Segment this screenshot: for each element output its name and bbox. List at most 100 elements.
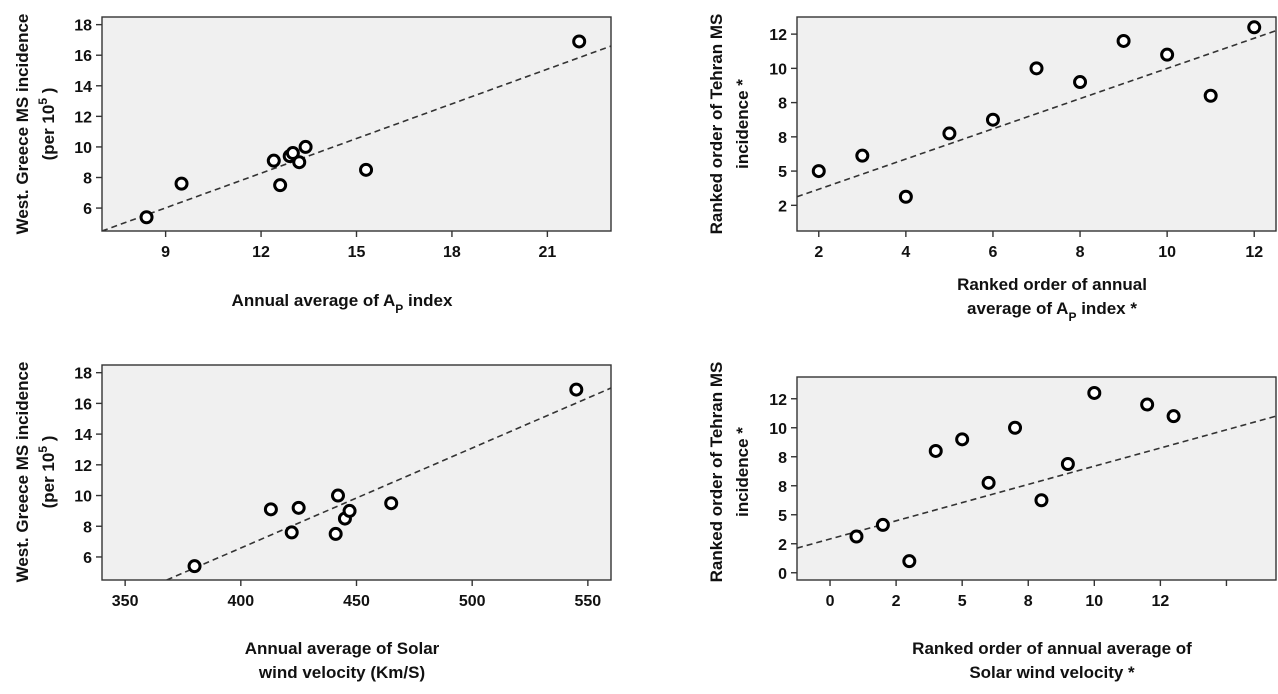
x-tick-label: 9 (161, 244, 170, 261)
data-point (985, 112, 1000, 127)
data-point (1087, 385, 1102, 400)
y-tick-label: 0 (778, 566, 787, 583)
y-tick-label: 18 (74, 18, 92, 35)
data-point (359, 162, 374, 177)
data-point (981, 475, 996, 490)
y-tick-label: 12 (74, 109, 92, 126)
data-point (328, 526, 343, 541)
x-axis-title: Annual average of Solar (245, 639, 440, 658)
y-axis-title-line1: West. Greece MS incidence (13, 14, 32, 235)
x-axis-title-part: Solar wind velocity * (969, 663, 1135, 682)
x-axis-title-part: Annual average of A (232, 291, 396, 310)
x-tick-label: 10 (1158, 244, 1176, 261)
x-tick-label: 0 (826, 593, 835, 610)
x-tick-label: 8 (1024, 593, 1033, 610)
x-tick-label: 4 (901, 244, 910, 261)
data-point (298, 139, 313, 154)
x-axis-title-part: index * (1076, 299, 1137, 318)
y-tick-label: 8 (83, 171, 92, 188)
y-axis-title-line2: incidence * (733, 79, 752, 169)
x-axis-title-part: wind velocity (Km/S) (258, 663, 425, 682)
y-tick-label: 8 (778, 96, 787, 113)
data-point (139, 210, 154, 225)
x-axis-title-part: P (395, 302, 403, 316)
data-point (1203, 88, 1218, 103)
data-point (330, 488, 345, 503)
data-point (292, 155, 307, 170)
y-tick-label: 16 (74, 396, 92, 413)
y-axis-title-line2: (per 105 ) (36, 436, 58, 509)
x-axis-title-part: index (403, 291, 453, 310)
y-axis-title-part: (per 10 (39, 105, 58, 161)
fit-line (797, 29, 1276, 198)
x-tick-label: 15 (348, 244, 366, 261)
data-point (285, 146, 300, 161)
x-tick-label: 350 (112, 593, 139, 610)
x-tick-label: 5 (958, 593, 967, 610)
data-point (855, 148, 870, 163)
x-tick-label: 12 (1151, 593, 1169, 610)
y-axis-title-line2: (per 105 ) (36, 88, 58, 161)
plot-area (101, 364, 612, 581)
y-tick-label: 2 (778, 537, 787, 554)
data-point (384, 496, 399, 511)
y-tick-label: 14 (74, 427, 92, 444)
y-tick-label: 16 (74, 48, 92, 65)
data-point (902, 554, 917, 569)
data-point (1034, 493, 1049, 508)
y-axis-title-part: West. Greece MS incidence (13, 362, 32, 583)
data-point (342, 503, 357, 518)
y-tick-label: 8 (778, 450, 787, 467)
x-axis-title: average of AP index * (967, 299, 1137, 324)
y-axis-title-part: ) (39, 88, 58, 98)
data-point (273, 178, 288, 193)
y-tick-label: 10 (769, 61, 787, 78)
x-tick-label: 550 (575, 593, 602, 610)
y-tick-label: 10 (769, 421, 787, 438)
y-tick-label: 12 (74, 458, 92, 475)
x-axis-title: Ranked order of annual (957, 275, 1147, 294)
y-axis-title-part: 5 (36, 98, 50, 105)
data-point (1073, 75, 1088, 90)
x-tick-label: 2 (892, 593, 901, 610)
x-tick-label: 12 (1245, 244, 1263, 261)
x-tick-label: 8 (1076, 244, 1085, 261)
y-tick-label: 10 (74, 489, 92, 506)
data-point (187, 559, 202, 574)
y-axis-title-part: 5 (36, 446, 50, 453)
data-point (898, 189, 913, 204)
plot-area (796, 16, 1277, 232)
data-point (569, 382, 584, 397)
y-axis-title-part: Ranked order of Tehran MS (707, 362, 726, 583)
x-tick-label: 500 (459, 593, 486, 610)
plot-area (101, 16, 612, 232)
y-tick-label: 8 (778, 130, 787, 147)
x-tick-label: 450 (343, 593, 370, 610)
chart-4: 0 2 5 8 10 12 0 2 5 8 8 10 12 Ranked order of annual … (707, 362, 1277, 682)
data-point (174, 176, 189, 191)
data-point (1160, 47, 1175, 62)
fit-line (166, 387, 611, 580)
y-tick-label: 8 (778, 479, 787, 496)
x-axis-title-part: Ranked order of annual (957, 275, 1147, 294)
y-tick-label: 5 (778, 164, 787, 181)
y-axis-title-part: incidence * (733, 427, 752, 517)
data-point (266, 153, 281, 168)
x-tick-label: 2 (814, 244, 823, 261)
y-tick-label: 12 (769, 392, 787, 409)
data-point (1166, 409, 1181, 424)
y-tick-label: 5 (778, 508, 787, 525)
x-axis-title-part: average of A (967, 299, 1068, 318)
data-point (572, 34, 587, 49)
x-tick-label: 400 (227, 593, 254, 610)
x-axis-title-part: P (1068, 310, 1076, 324)
y-tick-label: 8 (83, 519, 92, 536)
y-tick-label: 12 (769, 27, 787, 44)
data-point (942, 126, 957, 141)
x-tick-label: 21 (538, 244, 556, 261)
x-axis-title-part: Annual average of Solar (245, 639, 440, 658)
data-point (849, 529, 864, 544)
data-point (1029, 61, 1044, 76)
x-tick-label: 6 (989, 244, 998, 261)
y-axis-title-line2: incidence * (733, 427, 752, 517)
